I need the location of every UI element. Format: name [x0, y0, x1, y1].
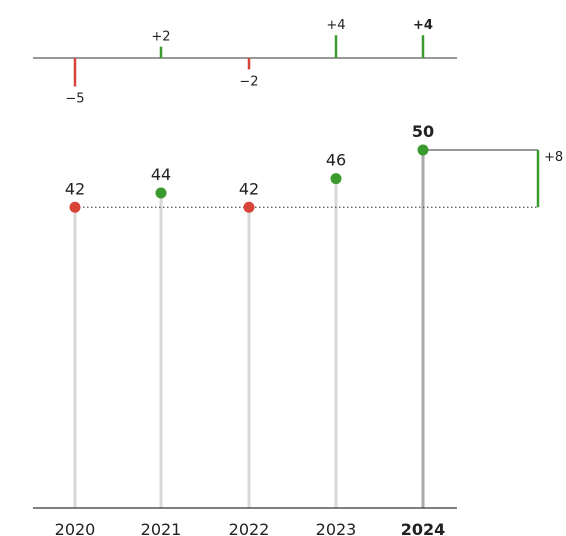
change-label: −2 — [239, 74, 258, 89]
change-label: +4 — [326, 18, 345, 33]
data-point — [243, 201, 255, 213]
change-label: +2 — [151, 30, 170, 45]
value-label: 44 — [151, 165, 171, 184]
x-tick-label: 2024 — [401, 520, 446, 536]
data-point — [155, 187, 167, 199]
change-strip: −5 +2 −2 +4 +4 — [33, 18, 457, 107]
change-label: −5 — [65, 92, 84, 107]
data-point — [69, 201, 81, 213]
x-tick-label: 2021 — [141, 520, 182, 536]
x-tick-label: 2022 — [229, 520, 270, 536]
change-label: +4 — [413, 18, 433, 33]
main-plot: +8 42 44 42 46 50 2020 2021 2022 2023 2024 — [33, 122, 563, 536]
x-tick-label: 2023 — [316, 520, 357, 536]
value-label: 46 — [326, 151, 346, 170]
x-tick-label: 2020 — [55, 520, 96, 536]
value-label: 42 — [65, 179, 85, 198]
data-point — [417, 144, 429, 156]
total-change-label: +8 — [544, 150, 563, 165]
data-point — [330, 173, 342, 185]
value-label: 50 — [412, 122, 434, 141]
value-label: 42 — [239, 179, 259, 198]
